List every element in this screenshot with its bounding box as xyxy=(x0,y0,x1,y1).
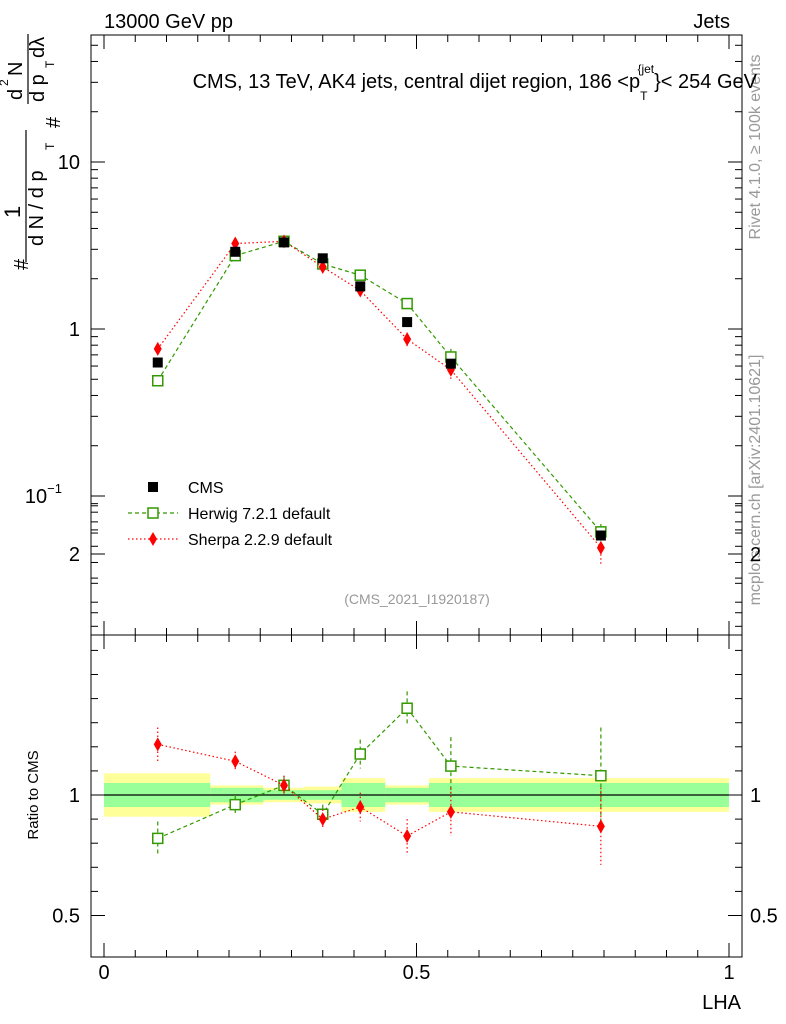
xtick-label-2: 1 xyxy=(723,962,734,984)
ratio-sherpa-point-3 xyxy=(318,812,327,827)
ylabel-dlambda: dλ xyxy=(27,37,49,58)
mcplots-label: mcplots.cern.ch [arXiv:2401.10621] xyxy=(747,355,764,606)
legend-herwig-label: Herwig 7.2.1 default xyxy=(188,506,331,523)
ylabel-N: N xyxy=(5,62,27,76)
ratio-ytick-label-left-2: 2 xyxy=(69,544,80,566)
legend-entry-herwig: Herwig 7.2.1 default xyxy=(128,506,331,523)
ylabel-sq: 2 xyxy=(0,79,11,86)
ratio-herwig-point-7 xyxy=(595,769,607,782)
sherpa-point-7 xyxy=(596,540,605,555)
legend-entry-cms: CMS xyxy=(148,480,224,497)
ratio-sherpa-line xyxy=(157,743,601,837)
main-axis-ticks: 10−1 1 10 xyxy=(25,35,742,635)
xtick-label-0: 0 xyxy=(98,962,109,984)
legend: CMS Herwig 7.2.1 default Sherpa 2.2.9 de… xyxy=(128,480,333,549)
cms-point-7 xyxy=(595,530,606,541)
sherpa-line xyxy=(157,240,602,549)
cms-point-1 xyxy=(230,246,241,257)
ratio-herwig-point-6 xyxy=(445,760,457,772)
ratio-ytick-label-right-1: 1 xyxy=(750,785,761,807)
title-sup: {jet xyxy=(637,62,654,76)
ratio-sherpa-point-6 xyxy=(446,804,455,819)
ratio-sherpa-point-0 xyxy=(153,737,162,752)
ratio-ylabel: Ratio to CMS xyxy=(25,750,42,839)
ylabel-num-d: d xyxy=(5,89,27,100)
ylabel-hash1: # xyxy=(11,258,33,270)
herwig-point-4 xyxy=(354,269,366,281)
ratio-ytick-label-right-0: 0.5 xyxy=(750,906,778,928)
legend-sherpa-label: Sherpa 2.2.9 default xyxy=(188,532,333,549)
xtick-label-1: 0.5 xyxy=(403,962,431,984)
ylabel-one: 1 xyxy=(0,206,25,218)
ratio-sherpa-point-2 xyxy=(280,778,288,793)
ylabel-T2: T xyxy=(43,60,57,68)
ylabel-dp: d p xyxy=(27,74,49,102)
ratio-axis-ticks: 0.5 0.5 1 1 2 2 0 0.5 1 xyxy=(52,505,778,984)
analysis-id: (CMS_2021_I1920187) xyxy=(344,591,490,607)
plot-title: CMS, 13 TeV, AK4 jets, central dijet reg… xyxy=(193,62,758,103)
cms-point-0 xyxy=(152,357,163,368)
main-ylabel: # 1 d N / d p T # d 2 N d p T dλ xyxy=(0,34,65,270)
cms-point-2 xyxy=(279,237,289,248)
ratio-herwig-line xyxy=(157,707,601,839)
ratio-ytick-label-left-0: 0.5 xyxy=(52,906,80,928)
ratio-sherpa-series xyxy=(153,727,605,865)
ylabel-den: d N / d p xyxy=(26,170,48,246)
cms-point-6 xyxy=(445,358,456,369)
title-end: }< 254 GeV xyxy=(654,71,758,93)
legend-herwig-marker xyxy=(147,507,159,519)
ratio-sherpa-point-4 xyxy=(356,800,365,815)
herwig-point-5 xyxy=(401,297,413,310)
sherpa-point-0 xyxy=(153,341,162,356)
sherpa-point-5 xyxy=(403,332,412,347)
x-axis-label: LHA xyxy=(702,992,742,1014)
ratio-sherpa-point-7 xyxy=(596,819,605,834)
legend-entry-sherpa: Sherpa 2.2.9 default xyxy=(128,532,333,549)
ylabel-hash2: # xyxy=(43,116,65,128)
ratio-ytick-label-left-1: 1 xyxy=(69,785,80,807)
cms-point-3 xyxy=(317,253,328,264)
title-sub: T xyxy=(640,89,648,103)
herwig-line xyxy=(157,240,602,533)
main-ytick-label-2: 10 xyxy=(58,152,80,174)
legend-cms-label: CMS xyxy=(188,480,224,497)
ratio-sherpa-point-1 xyxy=(231,754,240,769)
rivet-label: Rivet 4.1.0, ≥ 100k events xyxy=(747,55,764,240)
legend-sherpa-marker xyxy=(149,532,157,546)
category-label: Jets xyxy=(693,11,730,33)
sherpa-point-3 xyxy=(318,260,327,275)
cms-series xyxy=(152,237,606,541)
legend-cms-marker xyxy=(148,482,158,492)
ratio-herwig-point-5 xyxy=(401,702,413,714)
main-ytick-exp-0: −1 xyxy=(47,481,62,496)
energy-label: 13000 GeV pp xyxy=(104,11,233,33)
herwig-point-0 xyxy=(152,374,164,387)
ratio-herwig-point-0 xyxy=(152,832,164,845)
ratio-herwig-point-1 xyxy=(229,798,241,811)
ratio-sherpa-point-5 xyxy=(403,828,412,843)
main-ytick-label-1: 1 xyxy=(69,319,80,341)
ylabel-T1: T xyxy=(43,142,57,150)
ratio-ytick-label-right-2: 2 xyxy=(750,544,761,566)
ratio-herwig-series xyxy=(152,691,607,856)
title-main: CMS, 13 TeV, AK4 jets, central dijet reg… xyxy=(193,71,641,93)
cms-point-5 xyxy=(402,317,413,328)
ratio-series-layer xyxy=(152,691,607,865)
ratio-herwig-point-4 xyxy=(354,748,366,760)
main-series-layer xyxy=(152,234,607,565)
main-ytick-label-0: 10−1 xyxy=(25,481,62,508)
cms-point-4 xyxy=(355,281,366,292)
